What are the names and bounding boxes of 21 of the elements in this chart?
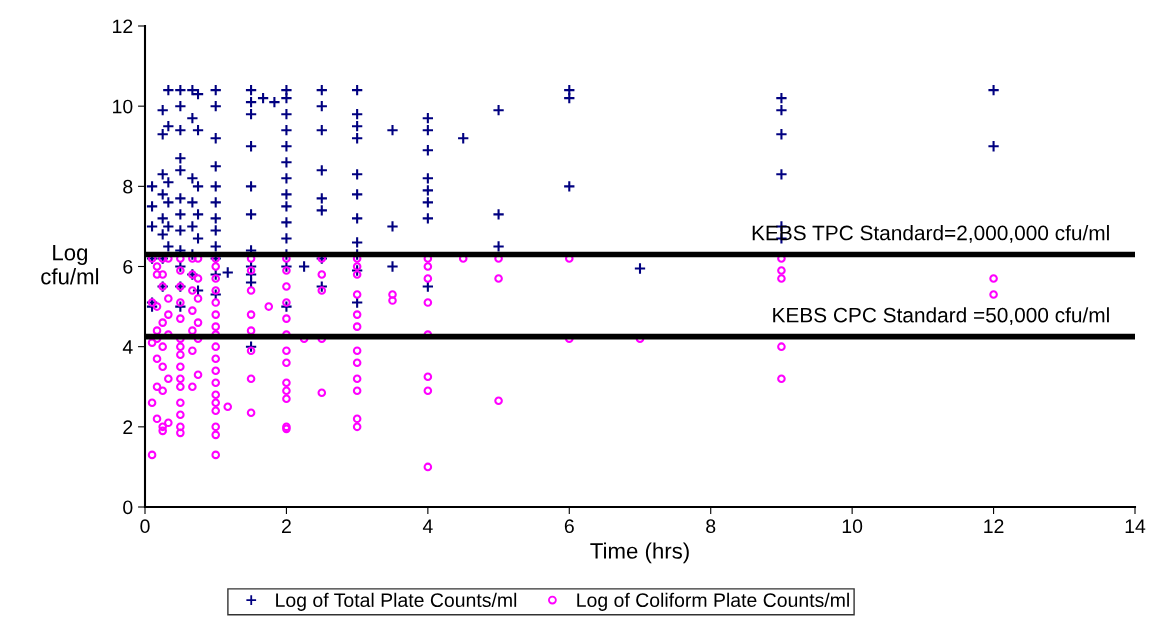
y-tick-label: 8 xyxy=(123,179,133,194)
x-tick-label: 14 xyxy=(1125,519,1146,533)
y-axis-title: Log cfu/ml xyxy=(41,244,99,285)
y-tick-label: 2 xyxy=(123,420,133,434)
y-tick-label: 4 xyxy=(122,340,133,354)
y-tick-label: 6 xyxy=(123,259,133,274)
x-tick-label: 8 xyxy=(706,519,716,534)
annotation: KEBS TPC Standard=2,000,000 cfu/ml xyxy=(752,225,1109,243)
legend-label: Log of Coliform Plate Counts/ml xyxy=(577,592,849,611)
y-tick-label: 12 xyxy=(113,19,133,34)
legend-label: Log of Total Plate Counts/ml xyxy=(276,592,517,611)
y-tick-label: 10 xyxy=(113,99,133,114)
x-tick-label: 6 xyxy=(564,519,574,534)
x-tick-label: 4 xyxy=(422,519,433,533)
x-tick-label: 12 xyxy=(984,519,1004,533)
y-tick-label: 0 xyxy=(123,500,133,515)
x-tick-label: 2 xyxy=(282,519,291,533)
x-axis-title: Time (hrs) xyxy=(590,542,689,564)
annotation: KEBS CPC Standard =50,000 cfu/ml xyxy=(773,307,1109,325)
x-tick-label: 10 xyxy=(842,519,863,534)
x-tick-label: 0 xyxy=(140,519,150,534)
